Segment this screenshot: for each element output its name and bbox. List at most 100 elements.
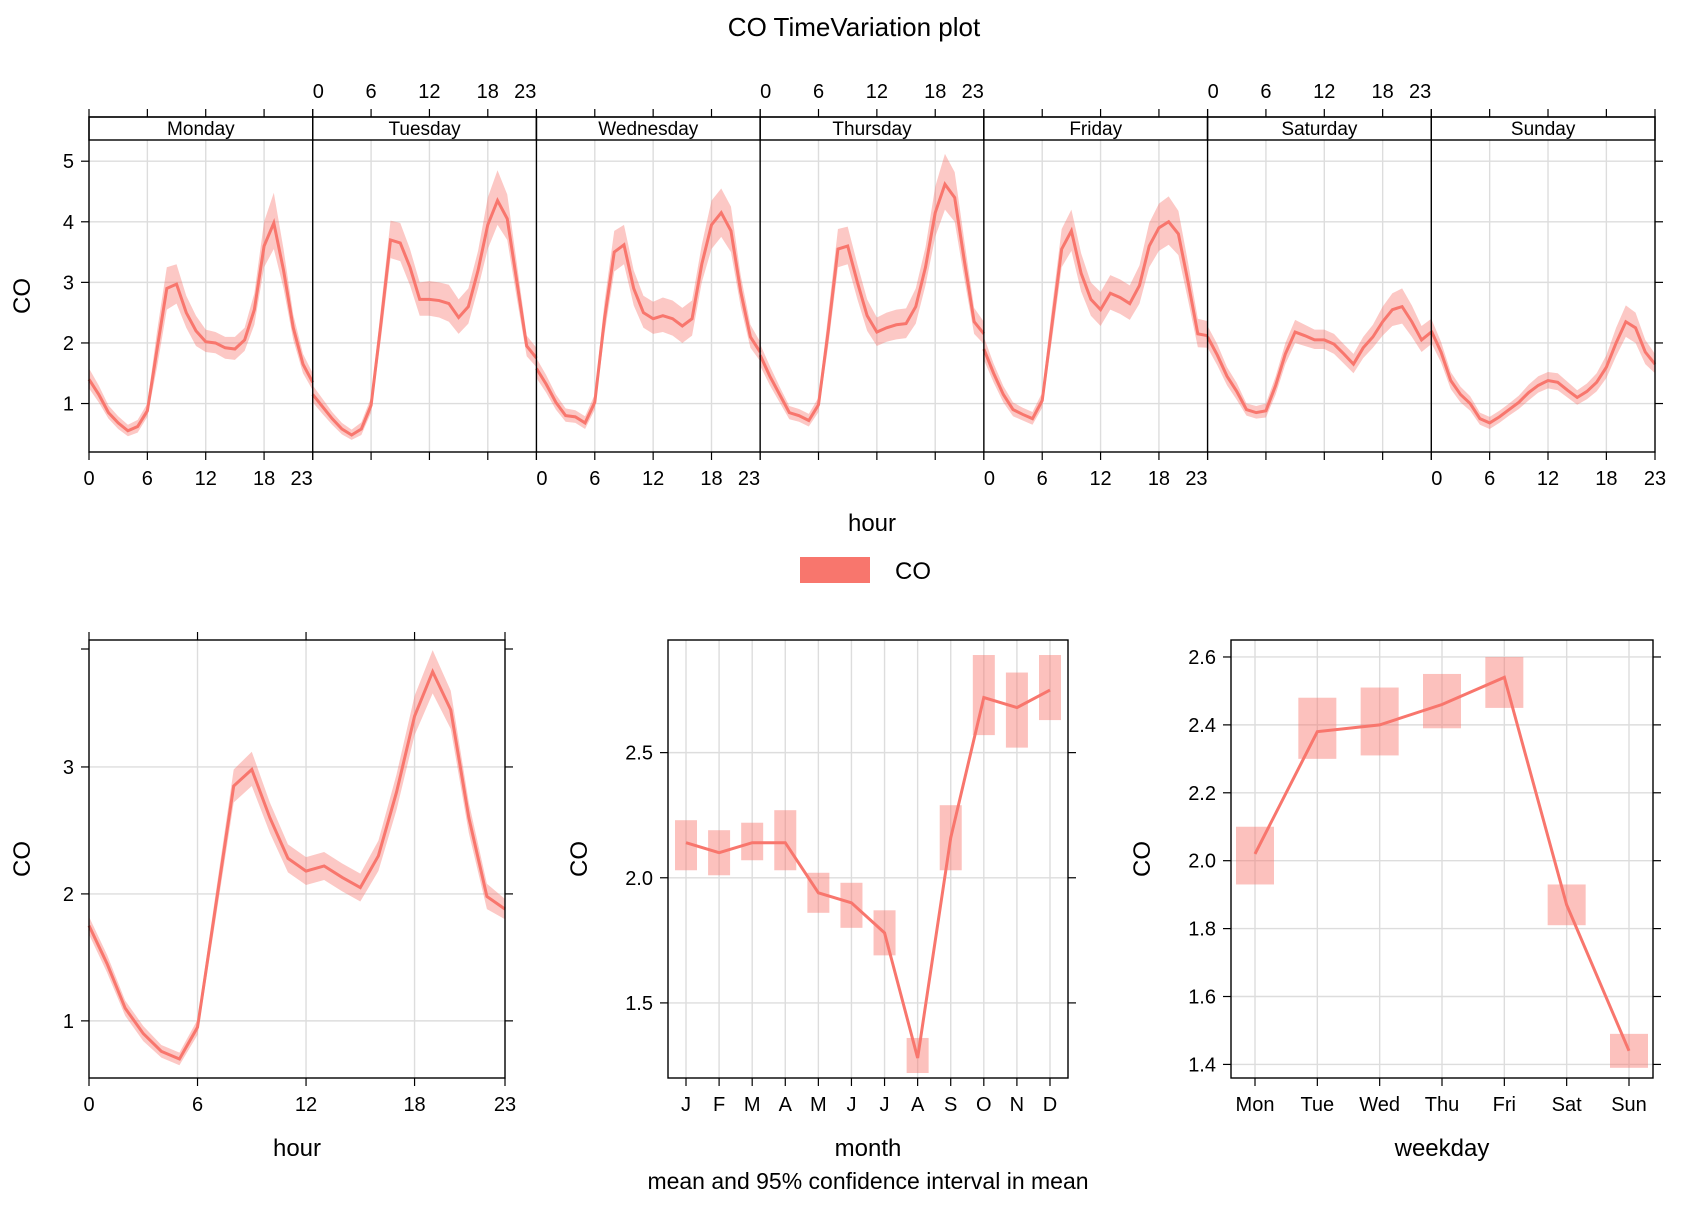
panel-frame bbox=[667, 639, 1069, 1079]
y-tick-label: 2.2 bbox=[1188, 783, 1216, 805]
x-tick-label: 0 bbox=[83, 1094, 94, 1116]
x-tick-label: 12 bbox=[195, 468, 217, 490]
legend-swatch bbox=[800, 557, 870, 583]
x-tick-label: 6 bbox=[192, 1094, 203, 1116]
x-tick-label: 6 bbox=[1484, 468, 1495, 490]
x-tick-label: F bbox=[713, 1094, 725, 1116]
x-tick-label: 0 bbox=[1208, 81, 1219, 103]
x-tick-label: 0 bbox=[984, 468, 995, 490]
x-tick-label: Thu bbox=[1425, 1094, 1459, 1116]
x-tick-label: A bbox=[911, 1094, 925, 1116]
strip-label: Tuesday bbox=[388, 119, 461, 140]
chart-title: CO TimeVariation plot bbox=[728, 12, 981, 42]
panel-frame bbox=[88, 639, 506, 1079]
x-tick-label: 23 bbox=[962, 81, 984, 103]
x-tick-label: 0 bbox=[760, 81, 771, 103]
x-axis-label: month bbox=[835, 1135, 902, 1162]
ci-box bbox=[1005, 672, 1028, 748]
y-tick-label: 1.6 bbox=[1188, 987, 1216, 1009]
x-tick-label: 6 bbox=[142, 468, 153, 490]
y-tick-label: 2.0 bbox=[625, 868, 653, 890]
series-line-friday bbox=[982, 219, 1208, 421]
x-tick-label: M bbox=[744, 1094, 761, 1116]
series-line-wednesday bbox=[535, 209, 762, 426]
y-axis-label: CO bbox=[1129, 841, 1156, 877]
legend-label: CO bbox=[895, 558, 931, 585]
x-tick-label: Mon bbox=[1236, 1094, 1275, 1116]
y-axis-label: CO bbox=[9, 278, 36, 314]
x-tick-label: D bbox=[1043, 1094, 1057, 1116]
x-tick-label: Fri bbox=[1493, 1094, 1516, 1116]
x-tick-label: 23 bbox=[1409, 81, 1431, 103]
ci-box bbox=[840, 882, 863, 928]
y-axis-label: CO bbox=[9, 841, 36, 877]
x-tick-label: J bbox=[846, 1094, 856, 1116]
panel-frame bbox=[88, 116, 1656, 453]
x-tick-label: 12 bbox=[418, 81, 440, 103]
x-tick-label: 6 bbox=[813, 81, 824, 103]
x-tick-label: 18 bbox=[1595, 468, 1617, 490]
series-line-tuesday bbox=[311, 197, 538, 437]
x-tick-label: 23 bbox=[494, 1094, 516, 1116]
x-tick-label: 18 bbox=[700, 468, 722, 490]
series-line bbox=[685, 688, 1051, 1059]
series-line-monday bbox=[87, 217, 315, 433]
ci-box bbox=[1423, 673, 1461, 729]
x-tick-label: 6 bbox=[589, 468, 600, 490]
series-line-sunday bbox=[1429, 319, 1657, 425]
x-tick-label: O bbox=[976, 1094, 992, 1116]
ci-band-tuesday bbox=[312, 170, 537, 440]
x-tick-label: 23 bbox=[1644, 468, 1666, 490]
x-tick-label: 18 bbox=[403, 1094, 425, 1116]
ci-band bbox=[89, 650, 505, 1066]
x-tick-label: Sun bbox=[1611, 1094, 1647, 1116]
y-tick-label: 2.0 bbox=[1188, 851, 1216, 873]
ci-box bbox=[1236, 826, 1274, 885]
x-tick-label: N bbox=[1010, 1094, 1024, 1116]
x-axis-label: weekday bbox=[1394, 1135, 1490, 1162]
x-tick-label: 0 bbox=[313, 81, 324, 103]
series-line-saturday bbox=[1206, 304, 1433, 415]
series-line bbox=[1253, 675, 1631, 1052]
x-axis-label: hour bbox=[848, 510, 896, 537]
y-tick-label: 3 bbox=[63, 272, 74, 294]
x-tick-label: 18 bbox=[477, 81, 499, 103]
x-tick-label: M bbox=[810, 1094, 827, 1116]
x-tick-label: 0 bbox=[1431, 468, 1442, 490]
day-hour-panel: Monday Tuesday Wednesday Thursday Friday Satu… bbox=[9, 81, 1666, 537]
x-tick-label: 18 bbox=[1372, 81, 1394, 103]
strip-label: Thursday bbox=[832, 119, 912, 140]
ci-box bbox=[675, 820, 697, 871]
ci-box bbox=[1298, 697, 1337, 759]
x-tick-label: 23 bbox=[514, 81, 536, 103]
ci-box bbox=[972, 655, 995, 736]
x-tick-label: 18 bbox=[924, 81, 946, 103]
ci-band-thursday bbox=[760, 153, 984, 427]
legend: CO bbox=[800, 557, 931, 585]
x-tick-label: 0 bbox=[536, 468, 547, 490]
y-tick-label: 2.6 bbox=[1188, 647, 1216, 669]
x-tick-label: 18 bbox=[1148, 468, 1170, 490]
strip-label: Friday bbox=[1069, 119, 1122, 140]
y-tick-label: 4 bbox=[63, 212, 74, 234]
x-tick-label: J bbox=[681, 1094, 691, 1116]
x-tick-label: 12 bbox=[642, 468, 664, 490]
ci-band-saturday bbox=[1207, 288, 1432, 419]
x-tick-label: 12 bbox=[1537, 468, 1559, 490]
x-tick-label: 6 bbox=[366, 81, 377, 103]
x-tick-label: 6 bbox=[1260, 81, 1271, 103]
x-tick-label: 12 bbox=[1313, 81, 1335, 103]
x-tick-label: 23 bbox=[738, 468, 760, 490]
ci-band-sunday bbox=[1431, 305, 1655, 429]
y-tick-label: 2 bbox=[63, 333, 74, 355]
x-tick-label: S bbox=[944, 1094, 957, 1116]
y-tick-label: 1.8 bbox=[1188, 919, 1216, 941]
x-tick-label: 23 bbox=[290, 468, 312, 490]
ci-band-friday bbox=[983, 196, 1208, 425]
y-tick-label: 5 bbox=[63, 151, 74, 173]
y-tick-label: 2.4 bbox=[1188, 715, 1216, 737]
weekday-panel: Mon Tue Wed Thu Fri Sat Sun 1.4 1.6 1.8 2.0 2.2 2.4 2… bbox=[1129, 639, 1661, 1162]
